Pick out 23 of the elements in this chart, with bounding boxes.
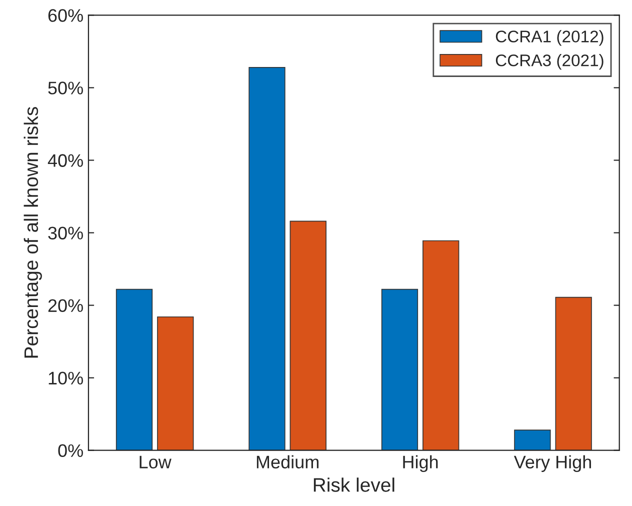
- y-tick-label: 60%: [48, 9, 83, 22]
- x-tick-label: Low: [140, 456, 172, 468]
- y-tick-label: 20%: [48, 299, 83, 312]
- y-tick-label: 40%: [48, 154, 83, 167]
- x-tick-label: Very High: [514, 455, 591, 472]
- bar: [248, 66, 286, 450]
- legend-label: CCRA1 (2012): [496, 30, 604, 46]
- y-axis-title: Percentage of all known risks: [24, 107, 42, 358]
- y-tick-label: 10%: [48, 372, 83, 385]
- bar: [422, 240, 460, 450]
- y-tick-label: 30%: [48, 226, 83, 240]
- bar: [381, 288, 418, 450]
- bar: [116, 288, 153, 450]
- y-tick-label: 50%: [48, 82, 83, 94]
- bar: [290, 220, 326, 450]
- bar: [514, 430, 551, 450]
- bar: [157, 316, 194, 450]
- x-axis-title: Risk level: [314, 478, 394, 492]
- bar: [555, 296, 592, 450]
- y-tick-label: 0%: [58, 444, 83, 458]
- x-tick-label: High: [403, 455, 438, 472]
- legend-label: CCRA3 (2021): [496, 54, 604, 70]
- x-tick-label: Medium: [256, 455, 318, 468]
